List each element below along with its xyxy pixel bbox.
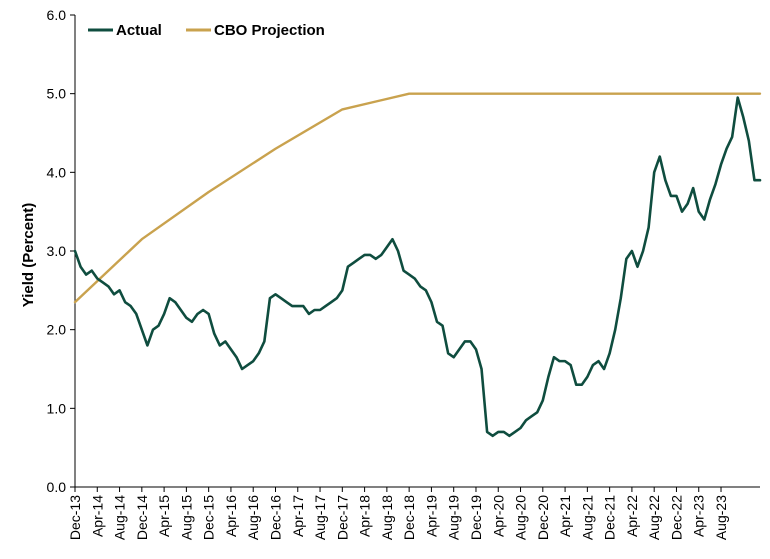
x-tick-label: Apr-19: [423, 495, 439, 537]
legend-actual-label: Actual: [116, 22, 162, 39]
x-tick-label: Apr-17: [290, 495, 306, 537]
y-tick-label: 0.0: [47, 479, 67, 495]
x-tick-label: Aug-22: [646, 495, 662, 540]
x-tick-label: Dec-15: [201, 495, 217, 540]
x-tick-label: Apr-20: [490, 495, 506, 537]
x-tick-label: Dec-13: [67, 495, 83, 540]
x-tick-label: Apr-22: [624, 495, 640, 537]
x-tick-label: Aug-23: [713, 495, 729, 540]
y-tick-label: 5.0: [47, 86, 67, 102]
x-tick-label: Apr-18: [357, 495, 373, 537]
y-tick-label: 2.0: [47, 322, 67, 338]
x-tick-label: Dec-21: [602, 495, 618, 540]
cbo-projection-series-line: [73, 92, 762, 304]
x-tick-label: Apr-23: [691, 495, 707, 537]
y-tick-label: 6.0: [47, 7, 67, 23]
x-axis: Dec-13 Apr-14 Aug-14 Dec-14 Apr-15 Aug-15 Dec-…: [67, 486, 760, 540]
legend-cbo-projection-label: CBO Projection: [214, 22, 325, 39]
y-tick-label: 3.0: [47, 243, 67, 259]
x-tick-label: Aug-21: [579, 495, 595, 540]
x-tick-label: Aug-14: [112, 495, 128, 540]
y-tick-label: 1.0: [47, 400, 67, 416]
x-tick-label: Apr-16: [223, 495, 239, 537]
x-tick-label: Dec-20: [535, 495, 551, 540]
x-tick-label: Apr-15: [156, 495, 172, 537]
x-tick-label: Dec-16: [267, 495, 283, 540]
legend: Actual CBO Projection: [88, 22, 325, 39]
x-tick-label: Dec-22: [668, 495, 684, 540]
actual-series-line: [73, 96, 762, 438]
x-tick-label: Aug-16: [245, 495, 261, 540]
x-tick-label: Dec-14: [134, 495, 150, 540]
x-tick-label: Dec-17: [334, 495, 350, 540]
series-layer: [73, 92, 762, 438]
x-tick-label: Aug-18: [379, 495, 395, 540]
y-axis-label: Yield (Percent): [20, 203, 37, 307]
x-tick-label: Apr-21: [557, 495, 573, 537]
x-tick-label: Aug-20: [513, 495, 529, 540]
y-axis: 0.0 1.0 2.0 3.0 4.0 5.0 6.0: [47, 7, 76, 495]
x-tick-label: Aug-17: [312, 495, 328, 540]
x-tick-label: Dec-18: [401, 495, 417, 540]
x-tick-label: Dec-19: [468, 495, 484, 540]
x-tick-label: Aug-15: [178, 495, 194, 540]
x-tick-label: Apr-14: [89, 495, 105, 537]
y-tick-label: 4.0: [47, 164, 67, 180]
x-tick-label: Aug-19: [446, 495, 462, 540]
